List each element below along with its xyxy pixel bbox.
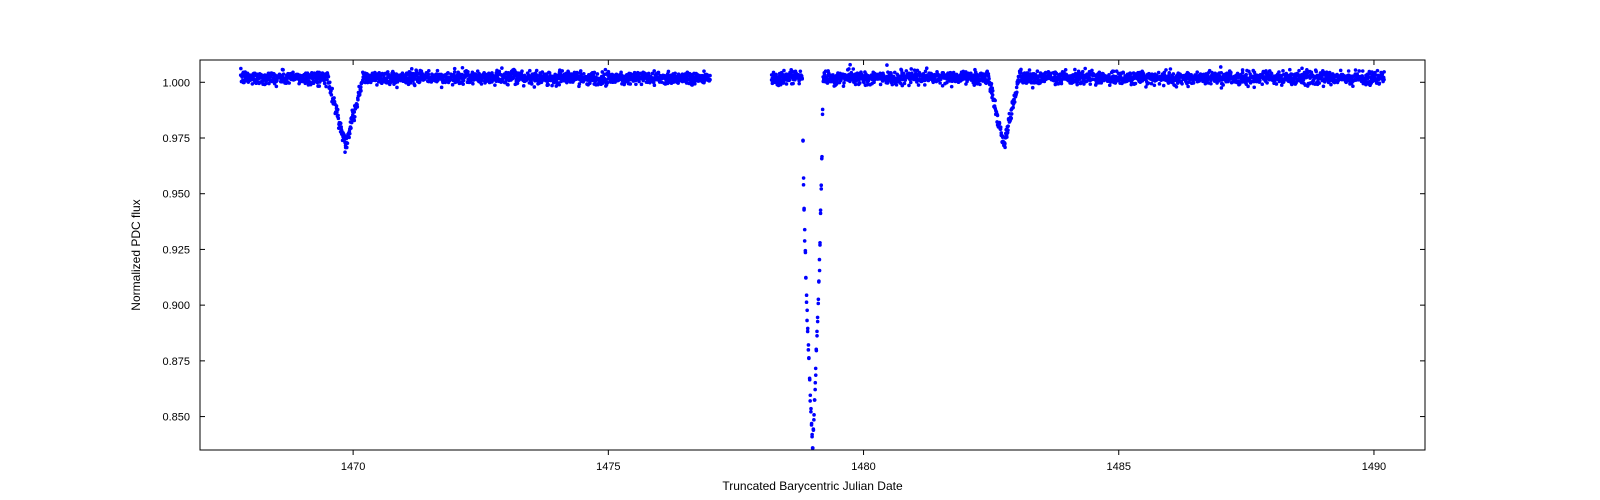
x-tick-label: 1475 [596,461,620,473]
y-tick-label: 0.900 [162,300,190,312]
x-tick-label: 1470 [341,461,365,473]
x-tick-label: 1485 [1107,461,1131,473]
y-tick-label: 0.950 [162,189,190,201]
x-tick-label: 1490 [1362,461,1386,473]
chart-svg: 1470 1475 1480 1485 1490 0.850 0.875 0.900 0.925… [0,0,1600,500]
y-tick-label: 0.925 [162,244,190,256]
y-tick-label: 0.875 [162,356,190,368]
x-axis-label: Truncated Barycentric Julian Date [722,479,903,493]
y-tick-label: 1.000 [162,77,190,89]
x-tick-label: 1480 [851,461,875,473]
y-tick-label: 0.850 [162,412,190,424]
lightcurve-chart: 1470 1475 1480 1485 1490 0.850 0.875 0.900 0.925… [0,0,1600,500]
y-tick-label: 0.975 [162,133,190,145]
y-axis-label: Normalized PDC flux [129,199,143,310]
